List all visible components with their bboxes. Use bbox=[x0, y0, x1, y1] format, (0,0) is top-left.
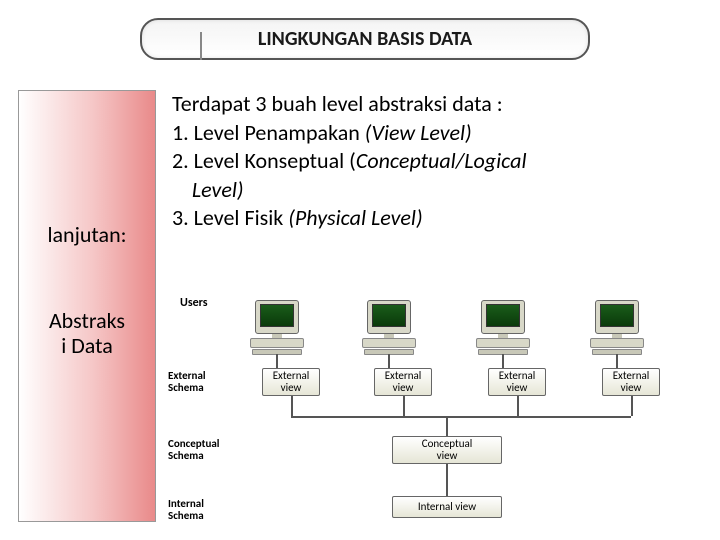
diagram-line bbox=[403, 416, 447, 418]
level-2b: Level) bbox=[172, 176, 702, 205]
sidebar-lanjutan: lanjutan: bbox=[47, 221, 126, 248]
conceptual-schema-label: ConceptualSchema bbox=[168, 438, 220, 462]
diagram-line bbox=[616, 354, 618, 368]
diagram-line bbox=[388, 354, 390, 368]
diagram-line bbox=[276, 354, 278, 368]
diagram-line bbox=[403, 396, 405, 416]
diagram-line bbox=[502, 354, 504, 368]
diagram-line bbox=[291, 396, 293, 416]
diagram-line bbox=[631, 396, 633, 416]
external-view-box: Externalview bbox=[262, 368, 320, 396]
page-title: LINGKUNGAN BASIS DATA bbox=[258, 27, 472, 51]
diagram-line bbox=[446, 464, 448, 496]
level-1: 1. Level Penampakan (View Level) bbox=[172, 119, 702, 148]
conceptual-view-box: Conceptualview bbox=[392, 436, 502, 464]
body-text: Terdapat 3 buah level abstraksi data : 1… bbox=[172, 90, 702, 233]
schema-diagram: Users ExternalSchema ConceptualSchema In… bbox=[172, 296, 692, 526]
external-view-box: Externalview bbox=[602, 368, 660, 396]
title-notch bbox=[200, 32, 202, 60]
external-view-box: Externalview bbox=[488, 368, 546, 396]
computer-icon bbox=[586, 300, 648, 352]
diagram-line bbox=[517, 396, 519, 416]
computer-icon bbox=[358, 300, 420, 352]
diagram-line bbox=[447, 416, 631, 418]
intro-line: Terdapat 3 buah level abstraksi data : bbox=[172, 90, 702, 119]
external-schema-label: ExternalSchema bbox=[168, 370, 206, 394]
level-3: 3. Level Fisik (Physical Level) bbox=[172, 204, 702, 233]
computer-icon bbox=[472, 300, 534, 352]
title-container: LINGKUNGAN BASIS DATA bbox=[140, 18, 590, 60]
computer-icon bbox=[246, 300, 308, 352]
sidebar-panel: lanjutan: Abstraks i Data bbox=[18, 90, 156, 522]
sidebar-abstraksi: Abstraks i Data bbox=[49, 308, 125, 359]
internal-view-box: Internal view bbox=[392, 496, 502, 518]
external-view-box: Externalview bbox=[374, 368, 432, 396]
diagram-line bbox=[446, 416, 448, 436]
users-label: Users bbox=[180, 296, 208, 310]
internal-schema-label: InternalSchema bbox=[168, 498, 204, 522]
level-2: 2. Level Konseptual (Conceptual/Logical bbox=[172, 147, 702, 176]
